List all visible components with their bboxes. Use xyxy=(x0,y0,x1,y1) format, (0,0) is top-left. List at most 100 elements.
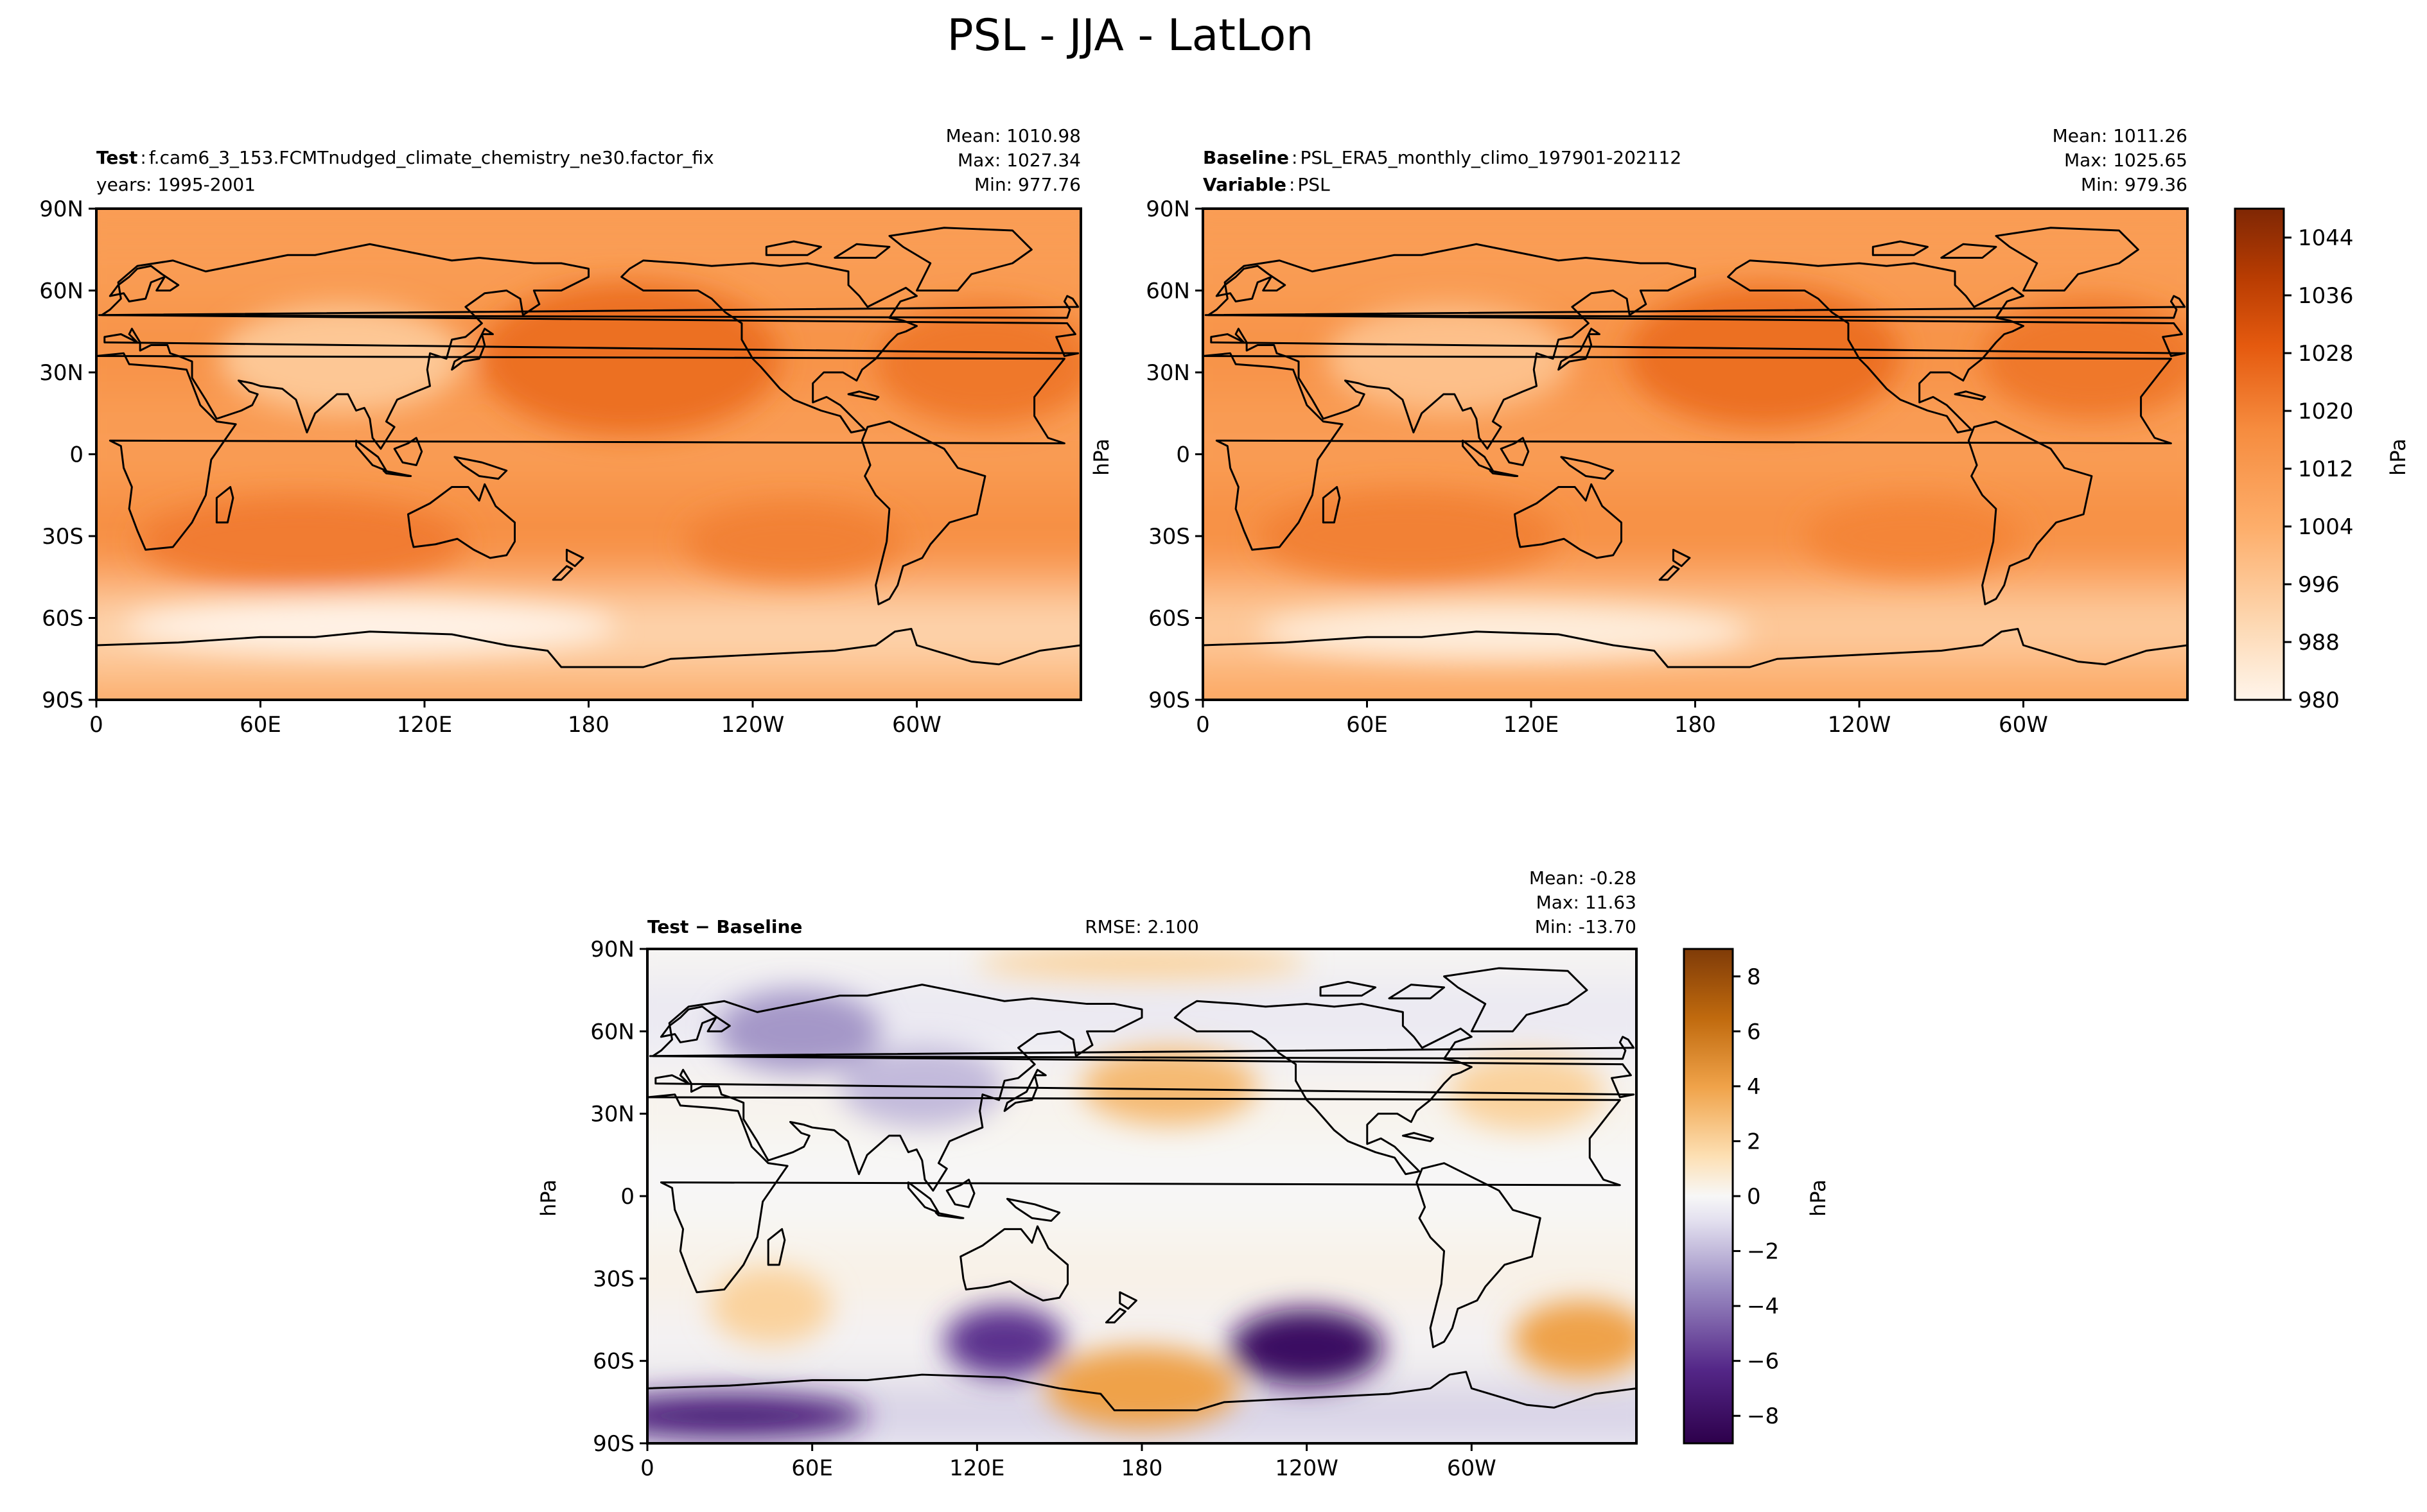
coastline-segment xyxy=(1401,1132,1434,1142)
panel-test-label-sep: : xyxy=(140,147,146,168)
coastline-segment xyxy=(1203,352,2172,551)
colorbar-tick-label: 1012 xyxy=(2298,456,2354,482)
coastline-segment xyxy=(652,984,1635,1192)
field-feature xyxy=(1804,498,2024,575)
panel-diff-label-op: − xyxy=(688,916,716,937)
coastline-segment xyxy=(1489,469,1519,477)
field-feature xyxy=(137,498,466,586)
field-feature xyxy=(1229,1308,1384,1386)
colorbar-tick-label: 988 xyxy=(2298,630,2340,656)
coastline-segment xyxy=(1672,548,1691,568)
coastline-segment xyxy=(552,565,574,581)
coastline-segment xyxy=(1105,1307,1126,1324)
field-feature xyxy=(684,503,904,580)
coastline-segment xyxy=(945,1178,976,1208)
coastline-segment xyxy=(847,390,880,401)
coastline-segment xyxy=(1003,1068,1047,1112)
colorbar-tick-label: 1036 xyxy=(2298,283,2354,309)
panel-diff-rmse: RMSE: 2.100 xyxy=(1085,916,1199,937)
y-tick-label: 90S xyxy=(593,1431,635,1457)
colorbar-tick-label: 1028 xyxy=(2298,341,2354,367)
coastline-segment xyxy=(382,469,412,477)
panel-baseline-label-sep: : xyxy=(1292,147,1297,168)
coastline-segment xyxy=(1560,456,1615,480)
x-tick-label: 180 xyxy=(1121,1456,1163,1481)
panel-diff-stat-mean: Mean: -0.28 xyxy=(1529,867,1636,889)
coastline-segment xyxy=(1006,1197,1061,1222)
colorbar-tick-label: 1020 xyxy=(2298,399,2354,424)
y-tick-label: 60N xyxy=(1146,279,1190,304)
field-feature xyxy=(123,598,617,654)
colorbar-tick-label: 996 xyxy=(2298,572,2340,598)
x-tick-label: 0 xyxy=(640,1456,654,1481)
coastline-segment xyxy=(451,327,494,371)
field-feature xyxy=(647,1394,868,1438)
field-feature xyxy=(1326,304,1572,413)
panel-diff-coastlines xyxy=(647,967,1636,1412)
colorbar-tick-label: −2 xyxy=(1747,1239,1779,1265)
coastline-segment xyxy=(109,265,180,302)
x-tick-label: 120E xyxy=(397,712,452,738)
panel-test-stat-max: Max: 1027.34 xyxy=(958,150,1081,171)
panel-test-stat-mean: Mean: 1010.98 xyxy=(946,125,1081,146)
colorbar-tick-label: −4 xyxy=(1747,1294,1779,1319)
x-tick-label: 60W xyxy=(1447,1456,1496,1481)
colorbar-diff-bar xyxy=(1683,948,1734,1445)
field-feature xyxy=(1081,1048,1257,1125)
panel-test-coastlines xyxy=(96,227,1081,668)
y-tick-label: 90N xyxy=(39,196,83,222)
coastline-segment xyxy=(1207,243,2186,450)
field-feature xyxy=(944,1306,1065,1378)
field-feature xyxy=(1512,1300,1636,1378)
colorbar-tick-label: 8 xyxy=(1747,964,1761,990)
coastline-segment xyxy=(565,548,584,568)
panel-diff-axes: 0 60E 120E 180 120W 60W 90N 60N 30N 0 30S 60S 90S xyxy=(590,937,1496,1481)
x-tick-label: 180 xyxy=(1674,712,1716,738)
y-tick-label: 60S xyxy=(42,606,83,632)
coastline-segment xyxy=(407,483,516,559)
panel-diff-stat-max: Max: 11.63 xyxy=(1536,892,1636,913)
panel-diff-stat-min: Min: -13.70 xyxy=(1535,916,1636,937)
figure-title: PSL - JJA - LatLon xyxy=(947,10,1314,61)
panel-baseline-label-text: PSL_ERA5_monthly_climo_197901-202112 xyxy=(1300,147,1681,168)
coastline-segment xyxy=(1995,227,2139,291)
panel-test-label: Test: f.cam6_3_153.FCMTnudged_climate_che… xyxy=(96,147,714,168)
colorbar-tick-label: 1044 xyxy=(2298,225,2354,251)
y-tick-label: 60S xyxy=(1148,606,1190,632)
x-tick-label: 120E xyxy=(1503,712,1559,738)
panel-baseline-stat-min: Min: 979.36 xyxy=(2081,174,2187,195)
coastline-segment xyxy=(765,240,822,256)
x-tick-label: 60W xyxy=(1999,712,2048,738)
y-tick-label: 60N xyxy=(590,1019,635,1045)
coastline-segment xyxy=(861,421,986,605)
coastline-segment xyxy=(1215,265,1286,302)
y-tick-label: 90N xyxy=(590,937,635,962)
coastline-segment xyxy=(1319,980,1377,997)
colorbar-tick-label: 6 xyxy=(1747,1019,1761,1045)
coastline-segment xyxy=(1203,628,2187,668)
y-tick-label: 30N xyxy=(590,1102,635,1127)
y-tick-label: 90S xyxy=(1148,688,1190,713)
panel-baseline-stat-mean: Mean: 1011.26 xyxy=(2053,125,2187,146)
coastline-segment xyxy=(1871,240,1929,256)
y-tick-label: 30S xyxy=(593,1266,635,1292)
y-tick-label: 60N xyxy=(39,279,83,304)
colorbar-tick-label: 2 xyxy=(1747,1129,1761,1154)
panel-test-stat-min: Min: 977.76 xyxy=(974,174,1081,195)
field-feature xyxy=(715,990,881,1073)
panel-baseline-label2: Variable: PSL xyxy=(1203,174,1330,195)
coastline-segment xyxy=(649,1036,1635,1060)
panel-test-label-bold: Test xyxy=(96,147,137,168)
y-tick-label: 90S xyxy=(42,688,83,713)
x-tick-label: 60E xyxy=(1346,712,1388,738)
panel-test-label-text: f.cam6_3_153.FCMTnudged_climate_chemistr… xyxy=(149,147,714,168)
field-band xyxy=(1203,683,2187,700)
x-tick-label: 60E xyxy=(240,712,281,738)
colorbar-abs-label: hPa xyxy=(2386,439,2410,476)
coastline-segment xyxy=(660,1005,731,1043)
coastline-segment xyxy=(1658,565,1680,581)
coastline-segment xyxy=(1204,295,2186,319)
coastline-segment xyxy=(1557,327,1600,371)
colorbar-tick-label: 4 xyxy=(1747,1074,1761,1100)
panel-baseline-label2-text: PSL xyxy=(1297,174,1330,195)
